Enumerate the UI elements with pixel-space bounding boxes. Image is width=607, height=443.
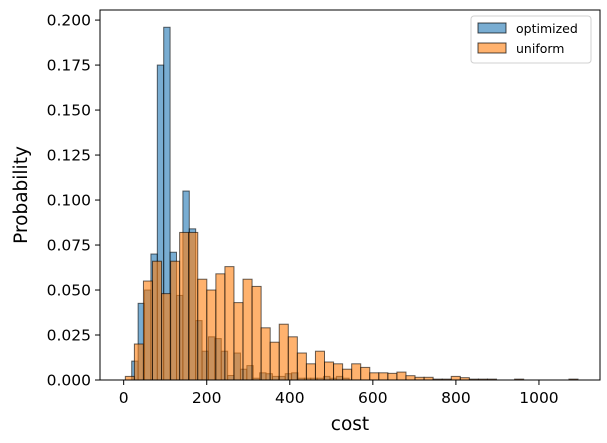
x-tick-label: 800 — [441, 389, 471, 407]
y-tick-label: 0.025 — [47, 327, 91, 345]
y-tick-label: 0.075 — [47, 237, 91, 255]
y-axis-label: Probability — [11, 146, 32, 244]
bar-uniform — [360, 366, 371, 381]
y-tick-label: 0.000 — [47, 372, 91, 390]
legend-label-uniform: uniform — [516, 41, 564, 56]
bar-uniform — [296, 352, 307, 381]
y-tick-label: 0.200 — [47, 12, 91, 30]
legend-swatch-uniform — [477, 42, 507, 54]
x-tick-label: 1000 — [519, 389, 558, 407]
bars-layer — [124, 26, 579, 381]
bar-uniform — [260, 327, 271, 381]
bar-uniform — [233, 302, 244, 381]
bar-uniform — [387, 372, 398, 381]
legend-swatch-optimized — [477, 22, 507, 34]
x-tick-label: 200 — [192, 389, 222, 407]
bar-uniform — [133, 343, 144, 381]
bar-uniform — [142, 280, 153, 381]
plot-frame — [99, 9, 601, 381]
y-tick-label: 0.125 — [47, 147, 91, 165]
legend-label-optimized: optimized — [516, 21, 578, 36]
bar-uniform — [351, 363, 362, 381]
bar-uniform — [179, 231, 190, 381]
bar-uniform — [242, 278, 253, 381]
bar-uniform — [124, 375, 135, 381]
bar-uniform — [151, 260, 163, 381]
bar-uniform — [305, 363, 316, 381]
bar-uniform — [251, 285, 262, 381]
bar-uniform — [188, 231, 199, 381]
bar-uniform — [278, 323, 289, 381]
x-axis-label: cost — [331, 414, 369, 435]
bar-uniform — [170, 260, 181, 381]
bar-uniform — [224, 266, 235, 381]
y-tick-label: 0.150 — [47, 102, 91, 120]
bar-uniform — [333, 363, 344, 381]
y-axis: 0.000 0.025 0.050 0.075 0.100 0.125 0.150 0.175… — [47, 12, 100, 390]
bar-uniform — [450, 375, 461, 381]
bar-uniform — [396, 371, 407, 381]
bar-uniform — [197, 278, 208, 381]
x-tick-label: 400 — [275, 389, 305, 407]
x-tick-label: 600 — [358, 389, 388, 407]
y-tick-label: 0.175 — [47, 57, 91, 75]
bar-uniform — [342, 368, 353, 381]
bar-uniform — [314, 350, 326, 381]
x-tick-label: 0 — [119, 389, 129, 407]
bar-uniform — [206, 289, 217, 381]
bar-uniform — [161, 293, 172, 381]
bar-uniform — [378, 372, 389, 381]
bar-uniform — [215, 273, 226, 381]
bar-uniform — [324, 361, 335, 381]
y-tick-label: 0.050 — [47, 282, 91, 300]
y-tick-label: 0.100 — [47, 192, 91, 210]
bar-uniform — [369, 372, 380, 381]
bar-uniform — [269, 341, 280, 381]
x-axis: 0 200 400 600 800 1000 — [119, 380, 559, 407]
legend: optimized uniform — [470, 15, 592, 64]
bar-uniform — [287, 336, 298, 381]
bar-uniform — [405, 375, 416, 381]
